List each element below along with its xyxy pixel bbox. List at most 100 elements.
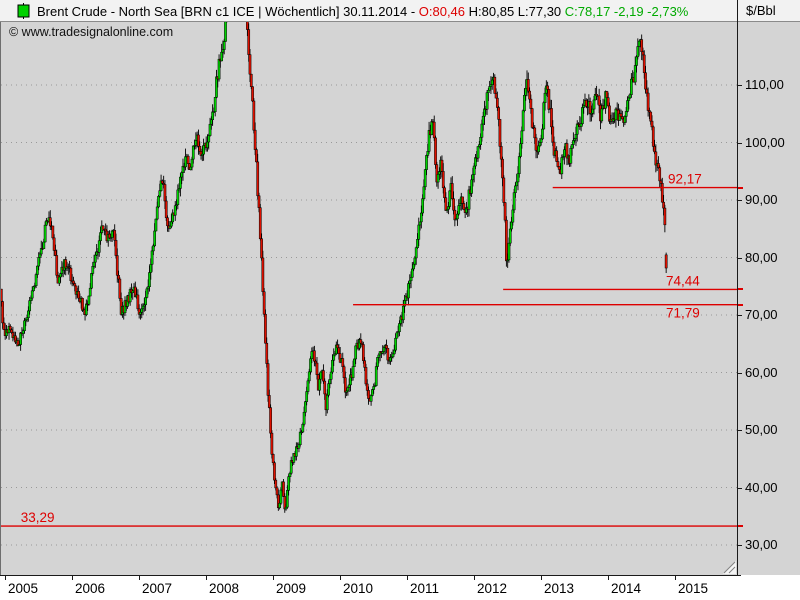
candle-body [184, 156, 187, 168]
candle-body [92, 261, 96, 267]
x-tick [675, 576, 676, 580]
candle-body [84, 303, 88, 315]
candle-body [220, 51, 223, 62]
gridlines [1, 84, 737, 546]
candle-body [264, 313, 267, 344]
x-tick [474, 576, 475, 580]
candle [362, 341, 365, 364]
candle-body [541, 128, 544, 140]
candle-body [332, 354, 336, 361]
candle-body [479, 136, 482, 146]
candle-body [73, 283, 77, 287]
candle-body [514, 185, 517, 193]
candle-body [371, 389, 374, 396]
candle-body [600, 108, 604, 122]
candle-body [113, 230, 117, 241]
candle-body [221, 49, 225, 53]
x-tick [206, 576, 207, 580]
candle [252, 98, 256, 134]
candles-layer [1, 22, 668, 513]
candle-body [408, 280, 412, 284]
candle-body [343, 377, 347, 393]
candle-body [407, 283, 410, 299]
candle-body [658, 167, 662, 182]
candle-body [416, 239, 419, 248]
candle-body [170, 221, 173, 227]
candle-body [139, 312, 142, 315]
candle [157, 195, 160, 209]
candle [664, 252, 668, 274]
level-label: 33,29 [21, 510, 55, 525]
x-axis[interactable]: 2005 2006 2007 2008 2009 2010 2011 2012 2013 2014… [0, 576, 800, 600]
unit-label: $/Bbl [746, 3, 776, 18]
y-tick [737, 257, 742, 259]
candle-body [530, 108, 534, 128]
candle-body [36, 265, 39, 275]
candle [448, 190, 452, 209]
candle-body [481, 115, 485, 125]
candle-body [189, 166, 193, 170]
candle-body [505, 219, 508, 262]
watermark: © www.tradesignalonline.com [9, 25, 174, 39]
candle-body [190, 158, 194, 168]
candle-body [136, 294, 140, 310]
candle [578, 116, 582, 130]
candle [215, 69, 218, 99]
x-axis-label: 2010 [343, 581, 374, 596]
candle-body [90, 273, 93, 289]
candle-body [521, 110, 525, 132]
candle-body [1, 301, 4, 324]
x-tick [139, 576, 140, 580]
y-tick [737, 200, 742, 201]
candle-body [367, 390, 370, 399]
candle [34, 272, 38, 289]
candlestick-icon [17, 3, 30, 19]
candle-body [248, 54, 252, 75]
candle [663, 204, 667, 233]
candle-body [176, 189, 180, 205]
candle [110, 229, 114, 242]
candle-body [194, 140, 198, 146]
candle-body [624, 111, 628, 117]
candle-body [265, 342, 269, 364]
y-axis-label: 70,00 [745, 307, 778, 322]
candle-body [307, 371, 311, 382]
candle-body [524, 87, 528, 96]
candle-body [30, 290, 34, 299]
candle [295, 442, 298, 461]
candle-body [392, 349, 396, 355]
x-axis-line [0, 575, 741, 576]
candle-body [645, 88, 649, 94]
candle-body [319, 371, 323, 380]
candle [521, 109, 525, 132]
title-segment-2: H:80,85 L:77,30 [465, 3, 565, 19]
candle-body [206, 141, 209, 148]
candle [258, 203, 262, 241]
candle [503, 202, 507, 223]
candle-body [633, 65, 637, 83]
candle-body [374, 366, 378, 386]
candle-body [398, 323, 401, 332]
candle [423, 169, 427, 191]
candle-body [155, 206, 159, 220]
y-axis-label: 30,00 [745, 537, 778, 552]
candle-body [313, 350, 316, 362]
candle-body [605, 91, 609, 98]
candle-body [581, 107, 584, 124]
price-chart[interactable]: 92,17 74,44 71,79 33,29 © www.tradesignalon… [0, 22, 737, 575]
x-tick [608, 576, 609, 580]
candle-body [443, 187, 446, 199]
price-chart-canvas[interactable]: 92,17 74,44 71,79 33,29 [1, 22, 737, 575]
candle-body [352, 358, 356, 367]
candle-body [94, 254, 97, 263]
level-label: 71,79 [666, 306, 700, 321]
candle-body [507, 242, 511, 261]
candle-body [246, 22, 249, 30]
y-axis[interactable]: 110,00 100,00 90,00 80,00 70,00 60,00 50,00 40,… [737, 22, 800, 575]
candle [555, 146, 558, 162]
candle-body [480, 123, 484, 138]
candle [334, 341, 338, 355]
candle-body [385, 345, 388, 349]
resize-handle[interactable] [723, 561, 736, 574]
chart-header: Brent Crude - North Sea [BRN c1 ICE | Wö… [0, 0, 800, 22]
